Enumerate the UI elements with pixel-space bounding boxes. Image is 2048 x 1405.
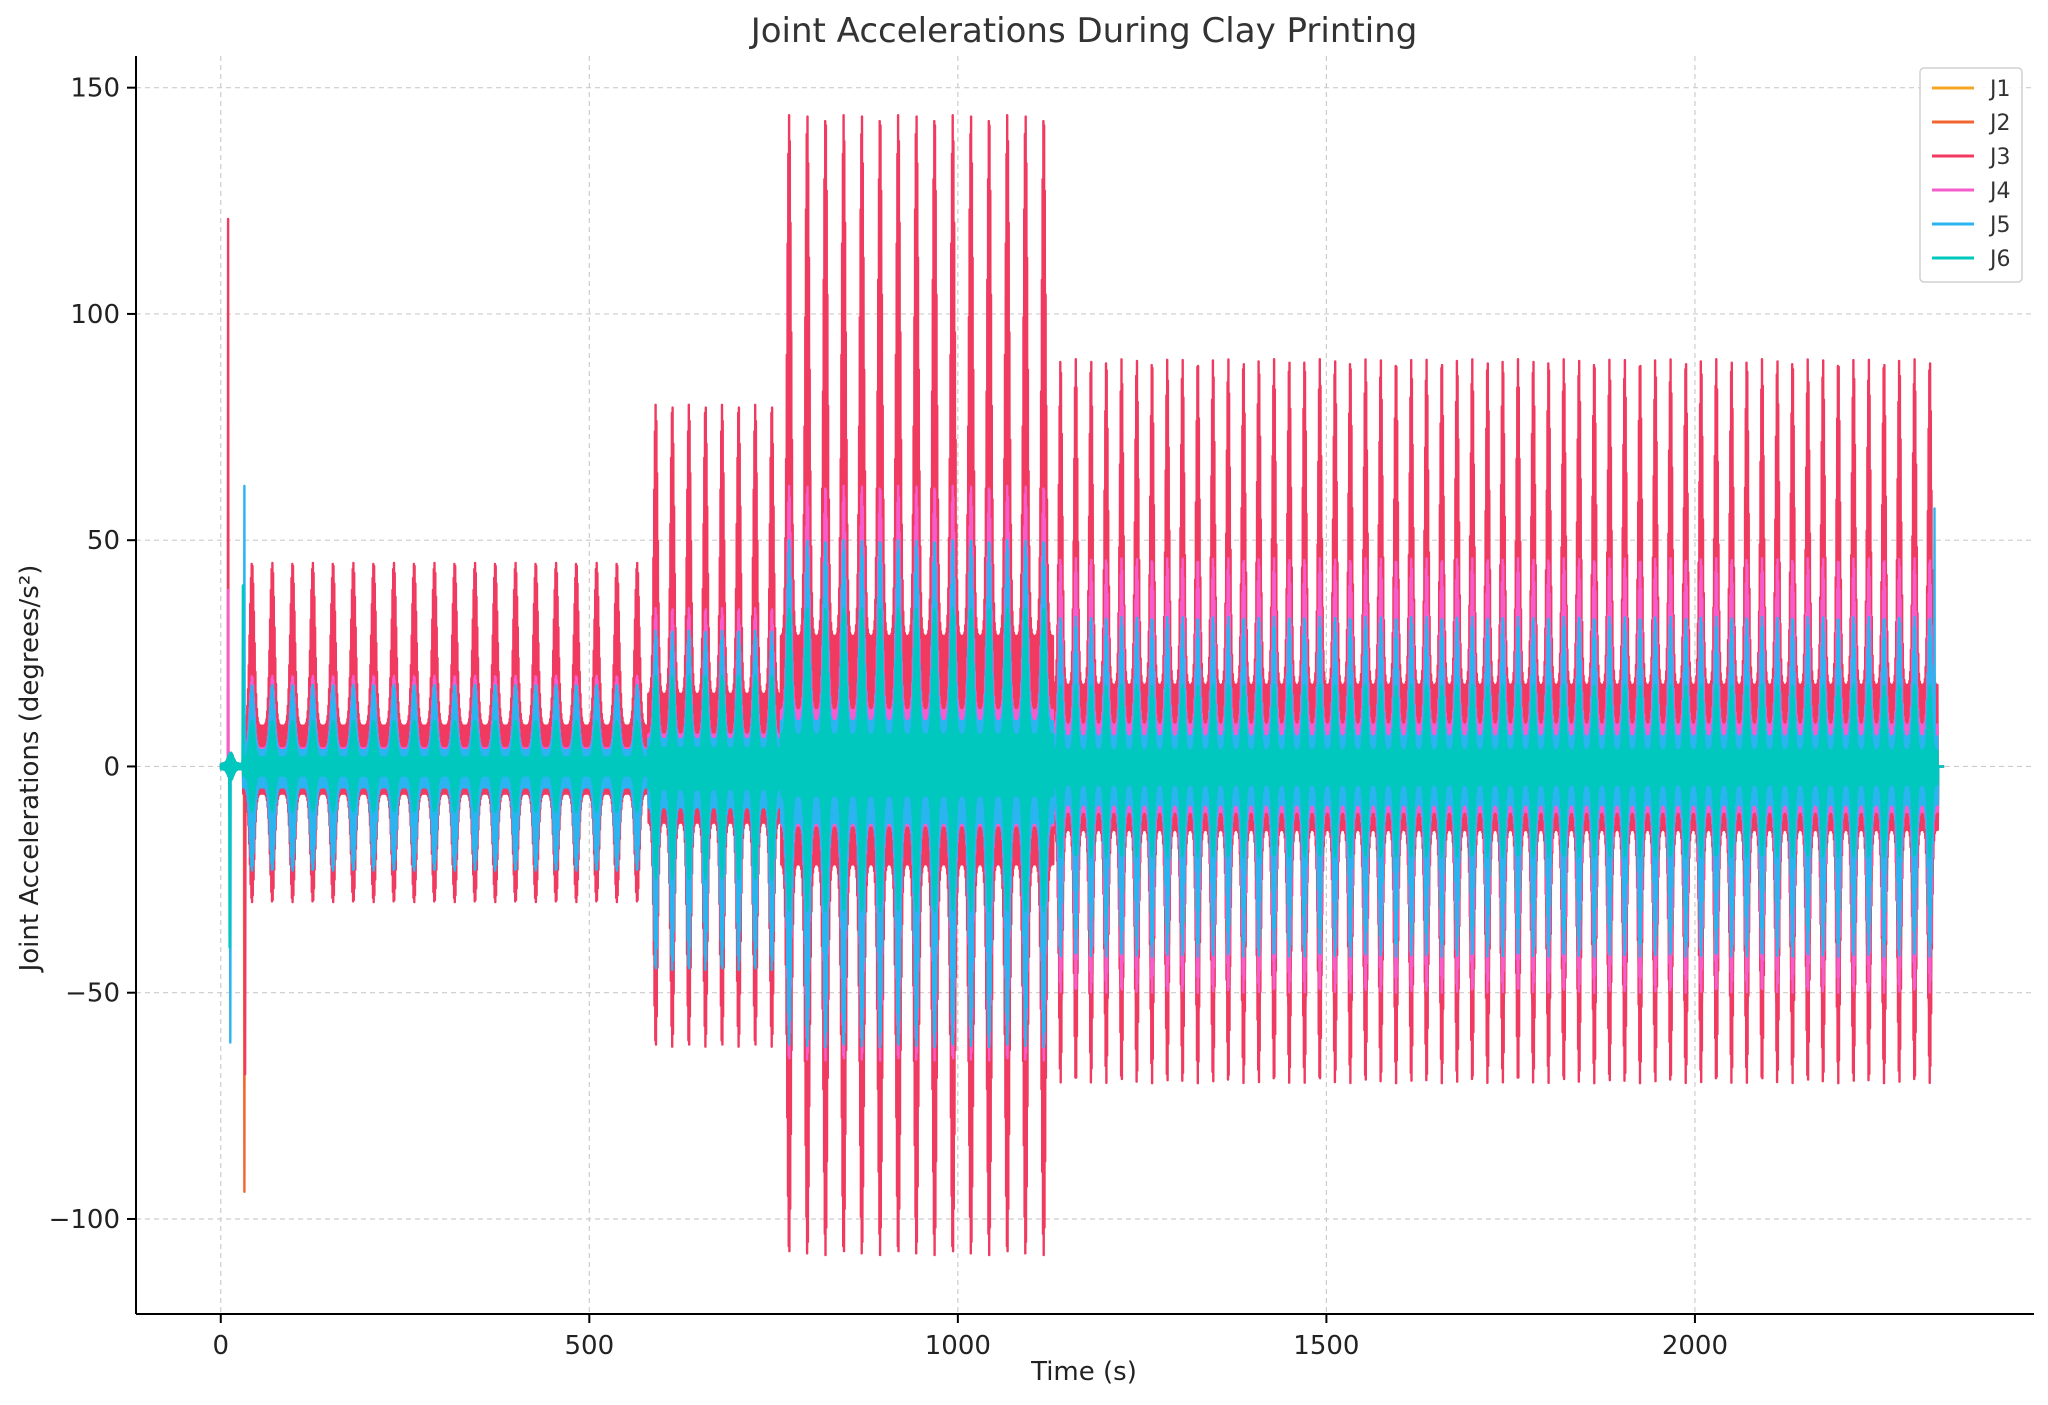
y-tick-label: 100 <box>70 300 120 330</box>
x-tick-label: 0 <box>212 1331 229 1361</box>
x-tick-label: 500 <box>564 1331 614 1361</box>
legend-label-j3: J3 <box>1988 145 2011 170</box>
plot-area <box>219 114 1945 1257</box>
chart-title: Joint Accelerations During Clay Printing <box>749 11 1418 51</box>
x-tick-label: 2000 <box>1662 1331 1728 1361</box>
x-tick-label: 1000 <box>925 1331 991 1361</box>
y-tick-label: 150 <box>70 74 120 104</box>
y-tick-label: −100 <box>49 1205 120 1235</box>
y-axis-label: Joint Accelerations (degrees/s²) <box>15 565 45 974</box>
legend: J1 J2 J3 J4 J5 J6 <box>1919 67 2023 283</box>
y-tick-label: −50 <box>65 979 120 1009</box>
legend-label-j2: J2 <box>1988 111 2011 136</box>
grid-lines <box>136 56 2034 1314</box>
legend-label-j6: J6 <box>1988 247 2011 272</box>
x-axis-label: Time (s) <box>1030 1357 1137 1387</box>
axes <box>127 56 2034 1323</box>
x-tick-label: 1500 <box>1293 1331 1359 1361</box>
legend-label-j1: J1 <box>1988 77 2011 102</box>
legend-label-j5: J5 <box>1988 213 2011 238</box>
y-tick-label: 0 <box>103 752 120 782</box>
legend-label-j4: J4 <box>1988 179 2011 204</box>
series-line-j6 <box>219 584 1945 949</box>
tick-labels: 0 500 1000 1500 2000 −100 −50 0 50 100 150 <box>49 74 1728 1361</box>
y-tick-label: 50 <box>87 526 120 556</box>
